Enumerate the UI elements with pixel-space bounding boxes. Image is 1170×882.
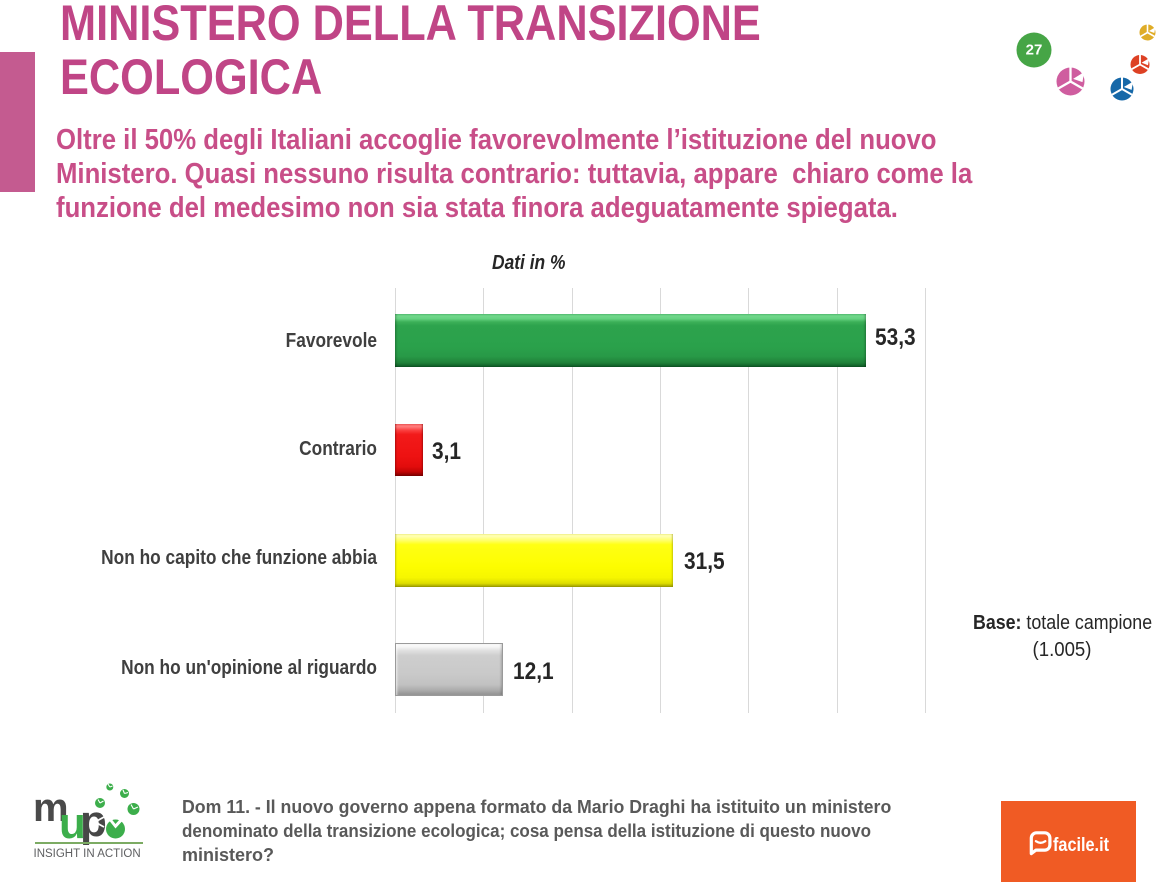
- svg-text:u: u: [59, 799, 86, 848]
- svg-text:27: 27: [1026, 42, 1043, 59]
- svg-text:facile.it: facile.it: [1053, 835, 1110, 856]
- svg-text:m: m: [33, 786, 69, 830]
